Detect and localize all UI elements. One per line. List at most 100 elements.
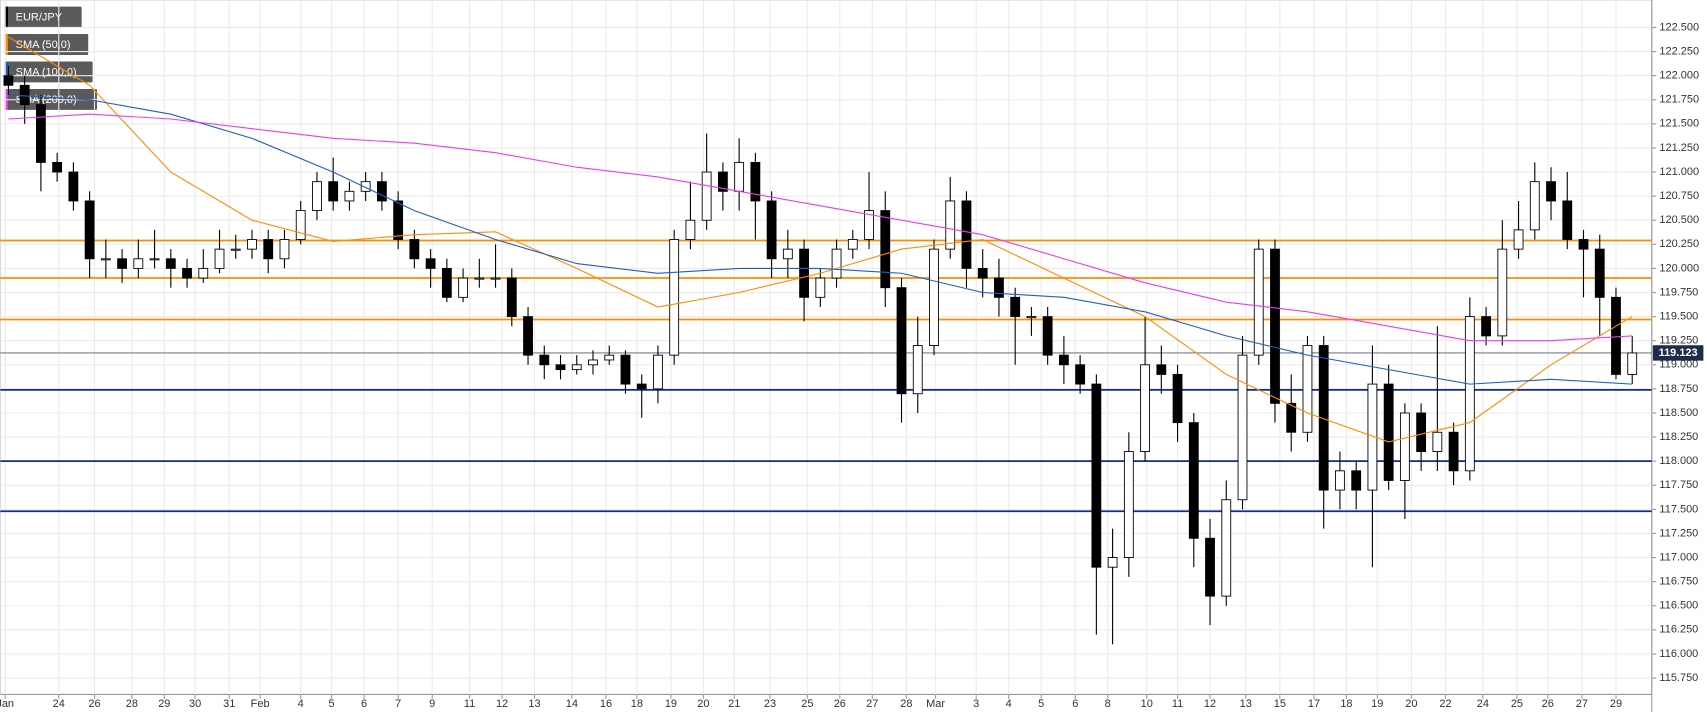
candle-body (295, 210, 306, 240)
x-tick-label: 7 (395, 698, 401, 710)
candle-body (994, 277, 1004, 298)
candle-body (1399, 412, 1410, 481)
candle-body (864, 210, 874, 240)
x-tick-label: 27 (1576, 698, 1588, 710)
candle-body (945, 200, 956, 250)
x-tick-label: 11 (1172, 698, 1183, 710)
candle-body (636, 383, 647, 390)
y-tick-label: 121.250 (1659, 142, 1699, 154)
y-tick-label: 118.750 (1659, 383, 1698, 395)
candle-body (1416, 412, 1427, 452)
candle-body (1351, 470, 1362, 491)
candle-body (1497, 248, 1508, 337)
x-tick-label: 23 (764, 698, 776, 710)
x-tick-label: 17 (1308, 698, 1320, 710)
candle-body (1156, 364, 1167, 375)
candle-body (393, 200, 404, 240)
candle-body (490, 277, 501, 280)
candle-body (1318, 345, 1329, 491)
y-tick-label: 119.750 (1659, 286, 1698, 298)
candle-body (1172, 373, 1183, 424)
y-tick-label: 116.500 (1659, 600, 1698, 612)
x-tick-label: 30 (189, 698, 201, 710)
candle-body (1270, 248, 1280, 404)
candle-body (1042, 316, 1053, 356)
candle-body (133, 258, 144, 269)
x-tick-label: 14 (566, 698, 578, 710)
candle-body (847, 239, 858, 250)
x-tick-label: 18 (1340, 698, 1352, 710)
x-tick-label: 6 (1072, 698, 1078, 710)
y-tick-label: 120.250 (1659, 238, 1699, 250)
candle-body (506, 277, 517, 318)
y-tick-label: 122.000 (1659, 70, 1699, 82)
x-tick-label: 13 (1240, 698, 1252, 710)
candle-body (1562, 200, 1573, 240)
candle-body (35, 104, 46, 163)
candle-body (1237, 354, 1248, 501)
x-tick-label: 28 (126, 698, 138, 710)
x-tick-label: 27 (866, 698, 878, 710)
candle-body (1529, 181, 1540, 231)
y-tick-label: 120.000 (1659, 262, 1699, 274)
x-tick-label: 29 (1610, 698, 1622, 710)
y-tick-label: 122.250 (1659, 45, 1699, 57)
x-tick-label: 20 (697, 698, 709, 710)
candle-body (620, 354, 631, 385)
candle-body (523, 316, 533, 356)
candle-body (1627, 352, 1638, 375)
candle-body (896, 287, 907, 395)
candle-body (68, 171, 79, 202)
candle-body (961, 200, 972, 269)
y-tick-label: 117.500 (1659, 503, 1698, 515)
x-tick-label: 31 (223, 698, 235, 710)
y-tick-label: 121.750 (1659, 94, 1699, 106)
legend-label: SMA (50,0) (16, 39, 71, 51)
candle-body (1140, 364, 1150, 452)
legend-label: EUR/JPY (16, 11, 63, 23)
x-tick-label: Feb (251, 698, 270, 710)
candle-body (1546, 181, 1556, 202)
candle-body (1594, 248, 1605, 298)
candle-body (1286, 402, 1297, 433)
x-tick-label: 19 (1371, 698, 1383, 710)
candle-body (1026, 316, 1037, 319)
candle-body (653, 354, 663, 390)
legend-swatch (4, 61, 8, 83)
x-tick-label: 22 (1439, 698, 1451, 710)
y-tick-label: 119.250 (1659, 335, 1698, 347)
candle-body (1464, 316, 1475, 472)
candle-body (1188, 422, 1199, 539)
sma-line (8, 36, 1633, 443)
candle-body (100, 258, 111, 261)
candle-body (1091, 383, 1102, 568)
candle-body (1302, 345, 1313, 433)
candle-body (977, 267, 988, 279)
x-tick-label: 12 (496, 698, 508, 710)
candle-body (539, 354, 550, 366)
y-tick-label: 118.500 (1659, 407, 1698, 419)
candle-body (474, 277, 485, 280)
candle-body (1367, 383, 1378, 491)
x-tick-label: 28 (900, 698, 912, 710)
candle-body (929, 248, 939, 346)
x-tick-label: 5 (329, 698, 335, 710)
candle-body (717, 171, 728, 192)
candle-body (52, 161, 63, 173)
x-tick-label: 26 (834, 698, 846, 710)
candle-body (1123, 451, 1134, 558)
candle-body (1481, 316, 1491, 337)
x-tick-label: 15 (1274, 698, 1286, 710)
legend-swatch (4, 6, 8, 28)
x-tick-label: 21 (728, 698, 740, 710)
x-tick-label: 3 (973, 698, 979, 710)
candle-body (604, 354, 615, 361)
x-tick-label: 26 (1542, 698, 1554, 710)
y-tick-label: 121.000 (1659, 166, 1699, 178)
candle-body (1513, 229, 1524, 250)
candle-body (750, 161, 761, 202)
candle-body (117, 258, 127, 269)
candle-body (214, 248, 225, 269)
x-tick-label: 5 (1038, 698, 1044, 710)
candle-body (312, 181, 322, 212)
